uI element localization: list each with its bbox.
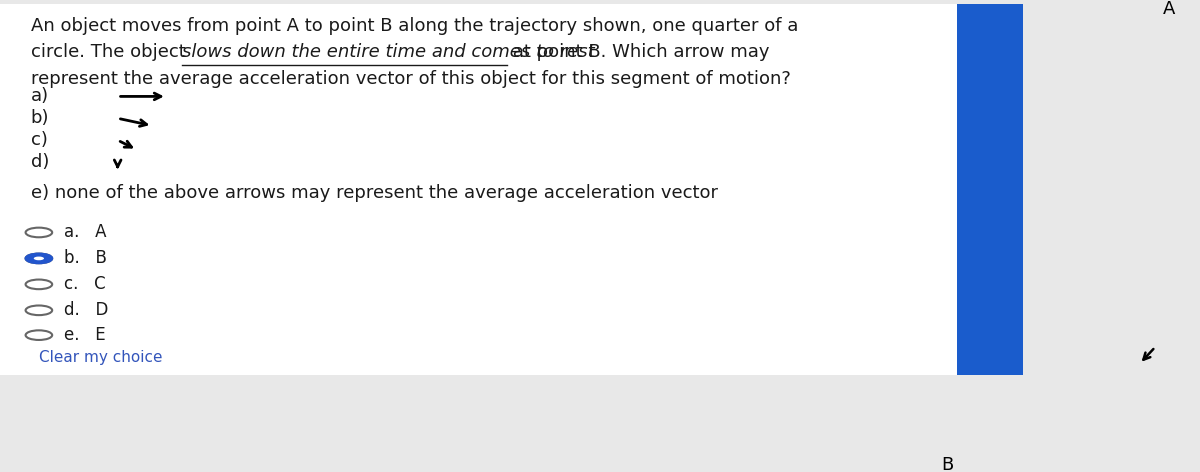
Text: a): a) [31, 87, 49, 105]
Text: d): d) [31, 153, 49, 171]
Text: represent the average acceleration vector of this object for this segment of mot: represent the average acceleration vecto… [31, 70, 791, 88]
Text: b.   B: b. B [65, 249, 107, 268]
Circle shape [25, 253, 52, 263]
Text: A: A [1163, 0, 1175, 18]
Bar [956, 5, 1024, 375]
Text: circle. The object: circle. The object [31, 43, 191, 61]
Text: e.   E: e. E [65, 326, 106, 344]
Text: at point B. Which arrow may: at point B. Which arrow may [508, 43, 770, 61]
Text: c.   C: c. C [65, 275, 106, 294]
Text: c): c) [31, 131, 48, 149]
Text: slows down the entire time and comes to rest: slows down the entire time and comes to … [182, 43, 595, 61]
Circle shape [34, 257, 44, 260]
Text: a.   A: a. A [65, 223, 107, 242]
Text: b): b) [31, 110, 49, 127]
Text: d.   D: d. D [65, 301, 109, 320]
Text: An object moves from point A to point B along the trajectory shown, one quarter : An object moves from point A to point B … [31, 17, 798, 35]
Text: Clear my choice: Clear my choice [38, 350, 162, 365]
Text: B: B [941, 455, 954, 472]
Text: e) none of the above arrows may represent the average acceleration vector: e) none of the above arrows may represen… [31, 184, 718, 202]
